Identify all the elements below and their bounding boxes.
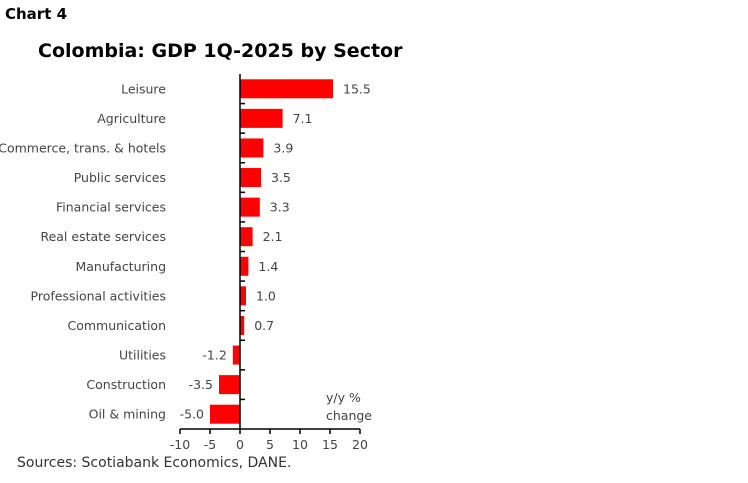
data-label: 3.5 [271, 170, 291, 185]
data-label: -5.0 [180, 407, 204, 422]
source-note: Sources: Scotiabank Economics, DANE. [17, 455, 292, 471]
category-label: Construction [86, 377, 166, 392]
data-label: -1.2 [202, 348, 226, 363]
category-label: Real estate services [40, 229, 166, 244]
x-tick-label: -5 [204, 437, 216, 452]
data-label: 1.0 [256, 288, 276, 303]
category-label: Utilities [119, 348, 166, 363]
x-tick-label: 0 [236, 437, 244, 452]
data-label: 3.9 [273, 140, 293, 155]
category-label: Agriculture [97, 111, 166, 126]
bar [240, 197, 260, 217]
data-label: 0.7 [254, 318, 274, 333]
chart-title: Colombia: GDP 1Q-2025 by Sector [38, 40, 403, 62]
bar [210, 404, 240, 424]
bar [240, 138, 264, 158]
bar [240, 286, 246, 306]
x-tick-label: -10 [170, 437, 190, 452]
category-label: Public services [74, 170, 166, 185]
category-label: Manufacturing [75, 259, 166, 274]
data-label: 3.3 [270, 200, 290, 215]
x-tick-label: 20 [352, 437, 368, 452]
bar [240, 256, 249, 276]
bar [240, 315, 245, 335]
category-label: Financial services [56, 200, 166, 215]
x-axis-label: y/y % [326, 390, 361, 405]
data-label: 2.1 [263, 229, 283, 244]
bar [240, 108, 283, 128]
category-label: Commerce, trans. & hotels [0, 140, 166, 155]
x-axis-label: change [326, 408, 372, 423]
bar [240, 227, 253, 247]
bar [219, 375, 240, 395]
x-tick-label: 5 [266, 437, 274, 452]
data-label: 15.5 [343, 81, 371, 96]
category-label: Oil & mining [89, 407, 166, 422]
data-label: -3.5 [189, 377, 213, 392]
x-tick-label: 15 [322, 437, 338, 452]
bar [240, 168, 261, 188]
bar [232, 345, 240, 365]
category-label: Leisure [121, 81, 166, 96]
chart-number: Chart 4 [5, 5, 68, 23]
x-tick-label: 10 [292, 437, 308, 452]
category-label: Communication [67, 318, 166, 333]
bar [240, 79, 333, 99]
data-label: 7.1 [293, 111, 313, 126]
data-label: 1.4 [258, 259, 278, 274]
category-label: Professional activities [31, 288, 166, 303]
